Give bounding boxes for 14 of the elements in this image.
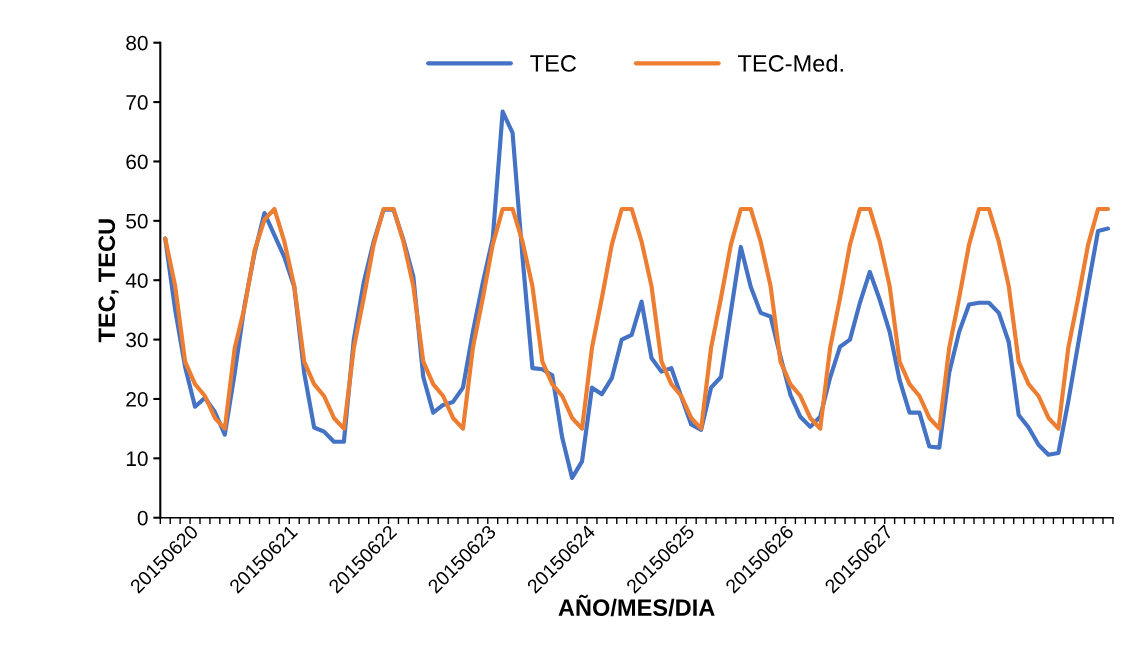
y-tick-label: 30 bbox=[126, 332, 148, 348]
line-series bbox=[163, 206, 1111, 431]
y-tick-label: 0 bbox=[137, 510, 148, 526]
y-tick-label: 10 bbox=[126, 451, 148, 467]
y-tick-label: 20 bbox=[126, 391, 148, 407]
legend-label: TEC-Med. bbox=[738, 54, 843, 72]
legend-label: TEC bbox=[530, 55, 577, 72]
y-tick-label: 70 bbox=[126, 95, 148, 110]
y-axis-title: TEC, TECU bbox=[98, 219, 119, 343]
y-tick-label: 40 bbox=[125, 273, 148, 288]
x-axis-title: AÑO/MES/DIA bbox=[558, 594, 715, 617]
y-tick-label: 80 bbox=[126, 35, 148, 51]
y-tick-label: 50 bbox=[126, 213, 148, 229]
y-tick-label: 60 bbox=[126, 154, 148, 170]
